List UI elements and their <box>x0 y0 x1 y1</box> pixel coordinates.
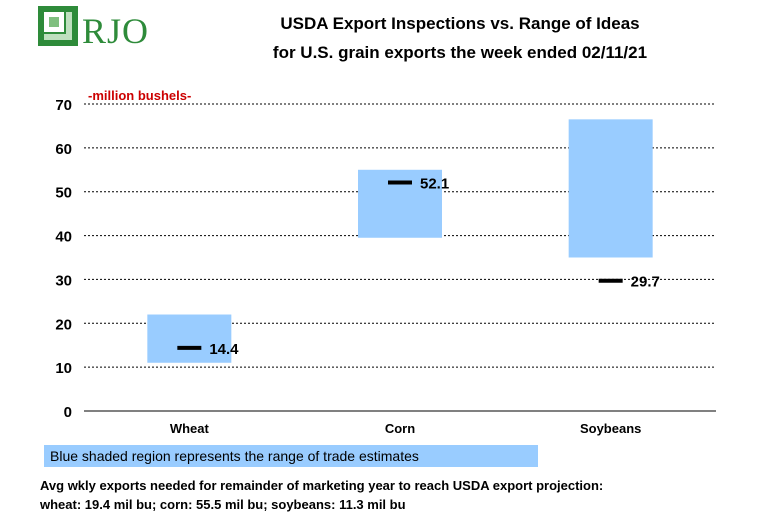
legend-text: Blue shaded region represents the range … <box>50 448 419 464</box>
y-tick-label: 0 <box>64 404 72 421</box>
logo-text: RJO <box>82 11 150 51</box>
y-axis-label: -million bushels- <box>88 88 191 103</box>
x-tick-label: Soybeans <box>580 421 641 436</box>
note-line-1: Avg wkly exports needed for remainder of… <box>40 478 604 493</box>
range-bar-wheat <box>147 314 232 363</box>
data-label-wheat: 14.4 <box>209 341 239 358</box>
y-tick-label: 10 <box>55 360 72 377</box>
y-tick-label: 70 <box>55 97 72 114</box>
data-label-corn: 52.1 <box>420 176 449 193</box>
y-tick-label: 40 <box>55 229 72 246</box>
chart-title-line-2: for U.S. grain exports the week ended 02… <box>272 43 648 62</box>
rjo-logo: RJO <box>38 6 150 51</box>
range-bar-soybeans <box>568 119 653 258</box>
y-tick-label: 20 <box>55 316 72 333</box>
y-tick-label: 60 <box>55 141 72 158</box>
y-tick-label: 30 <box>55 272 72 289</box>
x-tick-label: Wheat <box>170 421 210 436</box>
data-label-soybeans: 29.7 <box>631 274 660 291</box>
legend: Blue shaded region represents the range … <box>44 445 538 467</box>
chart-title-line-1: USDA Export Inspections vs. Range of Ide… <box>280 14 640 33</box>
y-tick-label: 50 <box>55 185 72 202</box>
note-line-2: wheat: 19.4 mil bu; corn: 55.5 mil bu; s… <box>40 497 406 512</box>
rjo-logo-mark-icon <box>38 6 78 46</box>
x-tick-label: Corn <box>385 421 415 436</box>
